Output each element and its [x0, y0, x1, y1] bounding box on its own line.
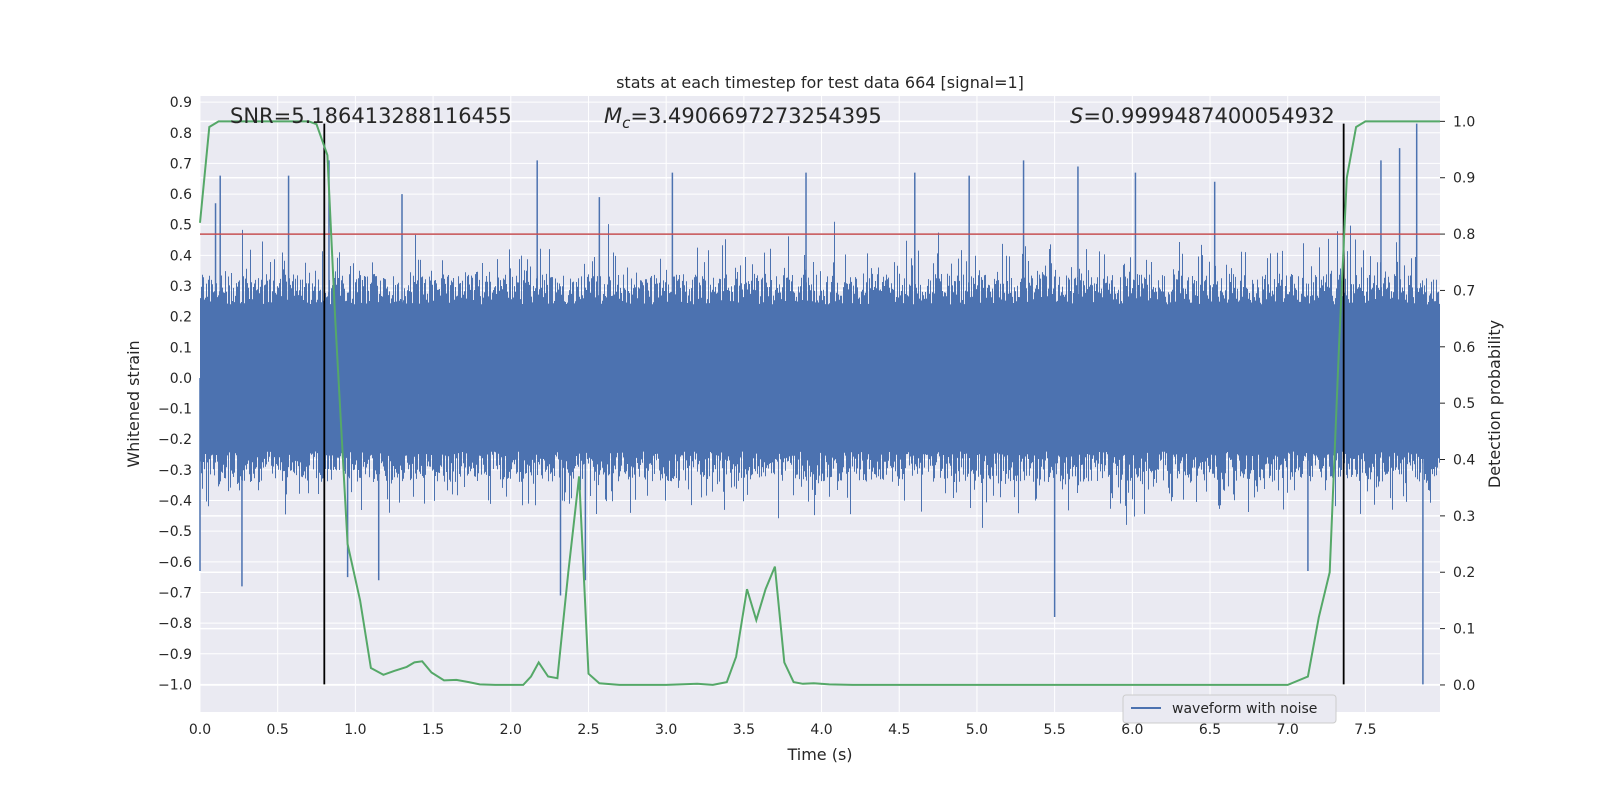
y2-tick-label: 0.8 [1453, 227, 1475, 243]
y-tick-label: −0.6 [158, 555, 192, 571]
y2-tick-label: 0.1 [1453, 622, 1475, 638]
x-tick-label: 1.0 [344, 722, 366, 738]
x-tick-label: 1.5 [422, 722, 444, 738]
x-tick-label: 5.5 [1044, 722, 1066, 738]
x-tick-label: 5.0 [966, 722, 988, 738]
y2-tick-label: 0.9 [1453, 171, 1475, 187]
y-tick-label: −0.4 [158, 494, 192, 510]
y-tick-label: −0.7 [158, 585, 192, 601]
y-axis-ticks: 0.9 0.8 0.7 0.6 0.5 0.4 0.3 0.2 0.1 0.0 −0.1 −0.2 −0… [158, 95, 192, 693]
x-tick-label: 4.5 [888, 722, 910, 738]
y-tick-label: 0.8 [170, 126, 192, 142]
x-tick-label: 4.0 [810, 722, 832, 738]
x-tick-label: 7.5 [1354, 722, 1376, 738]
y-tick-label: 0.6 [170, 187, 192, 203]
probability-line [199, 120, 1440, 686]
y-tick-label: −0.3 [158, 463, 192, 479]
y2-tick-label: 0.6 [1453, 340, 1475, 356]
snr-statistic-annotation: S=0.9999487400054932 [1070, 104, 1335, 128]
x-tick-label: 2.0 [500, 722, 522, 738]
y2-tick-label: 0.2 [1453, 565, 1475, 581]
y-tick-label: −0.2 [158, 432, 192, 448]
y2-tick-label: 0.0 [1453, 678, 1475, 694]
y-tick-label: −0.8 [158, 616, 192, 632]
y2-tick-label: 0.4 [1453, 453, 1475, 469]
x-tick-label: 6.5 [1199, 722, 1221, 738]
y-tick-label: 0.7 [170, 156, 192, 172]
series-detection-probability [199, 120, 1440, 686]
y2-tick-label: 0.7 [1453, 283, 1475, 299]
legend-box [1122, 694, 1337, 724]
x-tick-label: 2.5 [577, 722, 599, 738]
x-tick-label: 7.0 [1277, 722, 1299, 738]
y-tick-label: −0.1 [158, 402, 192, 418]
chirp-mass-symbol: M [604, 104, 622, 128]
x-axis-label: Time (s) [786, 745, 852, 764]
x-tick-label: 3.5 [733, 722, 755, 738]
legend: waveform with noise [1122, 694, 1337, 724]
x-tick-label: 0.5 [267, 722, 289, 738]
legend-label-waveform: waveform with noise [1172, 701, 1317, 717]
y2-tick-label: 0.3 [1453, 509, 1475, 525]
snr-annotation: SNR=5.186413288116455 [230, 104, 512, 128]
y-axis-label: Whitened strain [124, 340, 143, 467]
chirp-mass-subscript: c [622, 114, 631, 132]
y-tick-label: 0.0 [170, 371, 192, 387]
chirp-mass-value: =3.4906697273254395 [630, 104, 881, 128]
y-tick-label: 0.3 [170, 279, 192, 295]
chirp-mass-annotation: Mc=3.4906697273254395 [604, 104, 882, 132]
y-tick-label: 0.1 [170, 340, 192, 356]
s-value: =0.9999487400054932 [1083, 104, 1334, 128]
s-symbol: S [1070, 104, 1083, 128]
y2-tick-label: 1.0 [1453, 114, 1475, 130]
y-tick-label: −0.9 [158, 647, 192, 663]
y2-tick-label: 0.5 [1453, 396, 1475, 412]
y2-axis-label: Detection probability [1485, 320, 1504, 488]
reference-lines [200, 123, 1440, 685]
x-tick-label: 6.0 [1121, 722, 1143, 738]
y-tick-label: 0.2 [170, 310, 192, 326]
y-tick-label: −0.5 [158, 524, 192, 540]
x-tick-label: 0.0 [189, 722, 211, 738]
y2-axis-ticks: 1.0 0.9 0.8 0.7 0.6 0.5 0.4 0.3 0.2 0.1 0.0 [1440, 114, 1475, 694]
series-waveform-with-noise [199, 123, 1440, 685]
y-tick-label: 0.9 [170, 95, 192, 111]
x-axis-ticks: 0.0 0.5 1.0 1.5 2.0 2.5 3.0 3.5 4.0 4.5 5.0 5.5 6.0 6… [189, 722, 1377, 738]
y-tick-label: 0.4 [170, 248, 192, 264]
y-tick-label: −1.0 [158, 677, 192, 693]
chart-title: stats at each timestep for test data 664… [616, 73, 1024, 92]
x-tick-label: 3.0 [655, 722, 677, 738]
y-tick-label: 0.5 [170, 218, 192, 234]
